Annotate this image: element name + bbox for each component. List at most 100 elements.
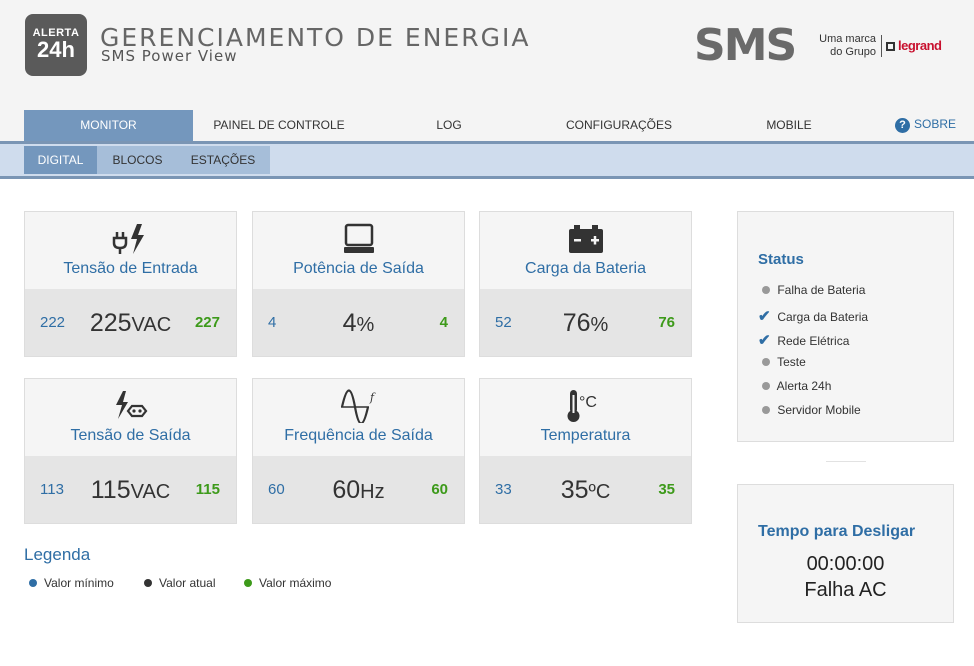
- card-title: Tensão de Entrada: [63, 260, 198, 277]
- sobre-label: SOBRE: [914, 117, 957, 131]
- current-number: 35: [560, 476, 589, 504]
- app-title: GERENCIAMENTO DE ENERGIA: [100, 23, 531, 52]
- current-unit: VAC: [130, 481, 171, 503]
- nav-painel-de-controle[interactable]: PAINEL DE CONTROLE: [213, 118, 345, 132]
- card-title: Temperatura: [540, 427, 631, 444]
- current-number: 60: [332, 476, 361, 504]
- current-number: 76: [562, 309, 591, 337]
- tab-digital[interactable]: DIGITAL: [24, 146, 97, 174]
- max-value: 227: [194, 314, 220, 331]
- status-label: Servidor Mobile: [777, 403, 861, 417]
- legend-item-current: Valor atual: [144, 576, 215, 590]
- min-value: 33: [495, 481, 512, 498]
- nav-mobile[interactable]: MOBILE: [766, 118, 812, 132]
- nav-divider: [0, 141, 974, 144]
- shutdown-title: Tempo para Desligar: [758, 523, 916, 540]
- subnav-divider: [0, 176, 974, 179]
- max-value: 60: [431, 481, 448, 498]
- current-value: 76%: [480, 309, 691, 338]
- legend-title: Legenda: [24, 545, 91, 564]
- checkmark-icon: ✔: [758, 308, 771, 325]
- current-unit: %: [590, 314, 609, 336]
- nav-configuracoes[interactable]: CONFIGURAÇÕES: [565, 118, 672, 132]
- tab-blocos[interactable]: BLOCOS: [112, 153, 163, 167]
- frequency-f-label: f: [369, 391, 376, 404]
- shutdown-status: Falha AC: [804, 579, 887, 601]
- legend-label: Valor máximo: [259, 576, 332, 590]
- max-value: 76: [658, 314, 675, 331]
- status-item-teste: Teste: [758, 355, 806, 369]
- current-number: 4: [342, 309, 357, 337]
- sms-logo: SMS: [694, 20, 797, 71]
- max-dot-icon: [244, 579, 252, 587]
- min-value: 52: [495, 314, 512, 331]
- status-panel: Status Falha de Bateria ✔ Carga da Bater…: [737, 211, 954, 442]
- current-unit: ºC: [588, 481, 611, 503]
- logo-line2: 24h: [37, 37, 75, 62]
- sine-wave-icon: f: [253, 389, 464, 423]
- checkmark-icon: ✔: [758, 332, 771, 349]
- brand-line1: Uma marca: [819, 33, 876, 45]
- legrand-text: legrand: [898, 38, 942, 53]
- min-value: 4: [268, 314, 277, 331]
- app-subtitle: SMS Power View: [101, 47, 238, 65]
- current-unit: Hz: [360, 481, 385, 503]
- inactive-dot-icon: [762, 358, 770, 366]
- brand-line2: do Grupo: [830, 46, 876, 58]
- tab-estacoes[interactable]: ESTAÇÕES: [190, 153, 256, 167]
- panel-divider: [826, 461, 866, 462]
- thermometer-icon: °C: [480, 389, 691, 423]
- current-number: 225: [89, 309, 132, 337]
- max-value: 35: [658, 481, 675, 498]
- legend-label: Valor mínimo: [44, 576, 114, 590]
- inactive-dot-icon: [762, 382, 770, 390]
- status-item-falha-bateria: Falha de Bateria: [758, 283, 865, 297]
- shutdown-time: 00:00:00: [806, 553, 885, 575]
- card-title: Frequência de Saída: [284, 427, 433, 444]
- inactive-dot-icon: [762, 286, 770, 294]
- nav-log[interactable]: LOG: [436, 118, 462, 132]
- card-temperatura: °C Temperatura 33 35ºC 35: [479, 378, 692, 524]
- min-value: 113: [40, 481, 64, 498]
- card-carga-bateria: Carga da Bateria 52 76% 76: [479, 211, 692, 357]
- min-dot-icon: [29, 579, 37, 587]
- status-label: Carga da Bateria: [777, 310, 869, 324]
- main-nav: MONITOR PAINEL DE CONTROLE LOG CONFIGURA…: [0, 110, 974, 141]
- lightning-outlet-icon: [25, 389, 236, 423]
- current-value: 4%: [253, 309, 464, 338]
- help-icon: ?: [895, 118, 910, 133]
- current-value: 35ºC: [480, 476, 691, 505]
- card-tensao-entrada: Tensão de Entrada 222 225VAC 227: [24, 211, 237, 357]
- min-value: 222: [40, 314, 66, 331]
- card-title: Carga da Bateria: [525, 260, 646, 277]
- legend-label: Valor atual: [159, 576, 216, 590]
- plug-lightning-icon: [25, 222, 236, 256]
- current-value: 115 VAC: [25, 476, 236, 505]
- battery-icon: [480, 222, 691, 256]
- legrand-square-icon: [886, 42, 895, 51]
- brand-separator: [881, 35, 882, 57]
- status-label: Teste: [777, 355, 806, 369]
- logo-line1: ALERTA: [32, 27, 80, 39]
- legend-item-min: Valor mínimo: [29, 576, 114, 590]
- card-title: Tensão de Saída: [70, 427, 191, 444]
- card-potencia-saida: Potência de Saída 4 4% 4: [252, 211, 465, 357]
- legend-item-max: Valor máximo: [244, 576, 331, 590]
- status-label: Alerta 24h: [776, 379, 832, 393]
- nav-monitor[interactable]: MONITOR: [24, 110, 193, 141]
- current-dot-icon: [144, 579, 152, 587]
- card-frequencia-saida: f Frequência de Saída 60 60Hz 60: [252, 378, 465, 524]
- celsius-label: °C: [579, 394, 597, 411]
- card-tensao-saida: Tensão de Saída 113 115 VAC 115: [24, 378, 237, 524]
- status-label: Falha de Bateria: [777, 283, 866, 297]
- brand-text: Uma marca do Grupo: [814, 33, 876, 59]
- current-value: 225VAC: [25, 309, 236, 338]
- current-unit: VAC: [131, 314, 172, 336]
- status-item-alerta-24h: Alerta 24h: [758, 379, 831, 393]
- sub-nav: DIGITAL BLOCOS ESTAÇÕES: [0, 144, 974, 176]
- sobre-link[interactable]: ? SOBRE: [895, 117, 956, 133]
- status-item-rede-eletrica: ✔ Rede Elétrica: [758, 331, 849, 349]
- max-value: 115: [195, 481, 220, 498]
- card-title: Potência de Saída: [293, 260, 424, 277]
- status-item-servidor-mobile: Servidor Mobile: [758, 403, 861, 417]
